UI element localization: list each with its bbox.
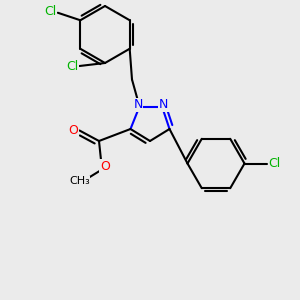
Text: Cl: Cl: [66, 59, 78, 73]
Text: Cl: Cl: [268, 157, 280, 170]
Text: Cl: Cl: [44, 5, 56, 18]
Text: CH₃: CH₃: [69, 176, 90, 187]
Text: N: N: [133, 98, 143, 112]
Text: O: O: [100, 160, 110, 173]
Text: N: N: [159, 98, 168, 112]
Text: O: O: [69, 124, 78, 137]
